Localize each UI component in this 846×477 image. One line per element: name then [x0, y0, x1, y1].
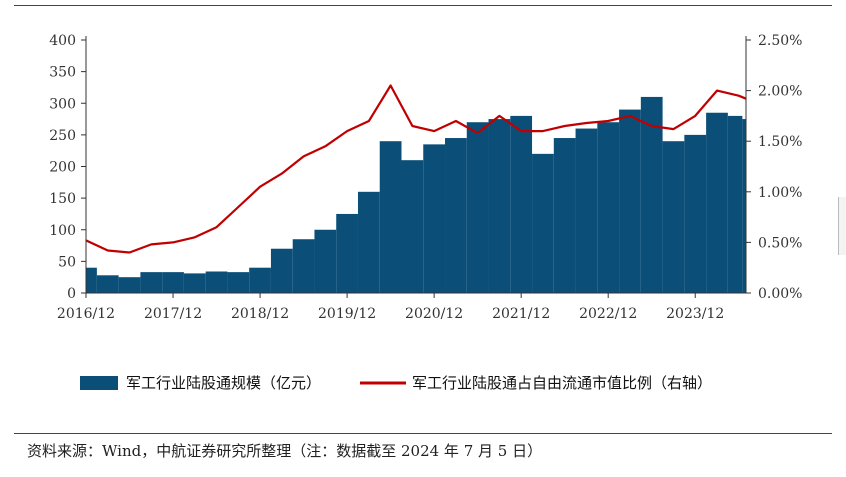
bar-mark — [401, 160, 423, 293]
x-tick-label: 2023/12 — [666, 306, 724, 322]
y2-tick-label: 1.50% — [758, 134, 802, 150]
y2-tick-label: 0.50% — [758, 235, 802, 251]
y-tick-label: 400 — [49, 33, 76, 49]
bar-mark — [742, 119, 746, 293]
y-tick-label: 150 — [49, 191, 76, 207]
x-tick-label: 2021/12 — [492, 306, 550, 322]
bar-mark — [97, 275, 119, 293]
x-tick-label: 2018/12 — [231, 306, 289, 322]
bar-mark — [380, 141, 402, 293]
bar-mark — [467, 122, 489, 293]
y2-tick-label: 1.00% — [758, 185, 802, 201]
bar-mark — [249, 268, 271, 293]
bar-mark — [510, 116, 532, 293]
bar-mark — [227, 272, 249, 293]
source-note: 资料来源：Wind，中航证券研究所整理（注：数据截至 2024 年 7 月 5 … — [27, 440, 542, 461]
bar-mark — [554, 138, 576, 293]
y-tick-label: 0 — [67, 286, 76, 302]
bar-mark — [184, 273, 206, 293]
bar-mark — [423, 144, 445, 293]
bar-mark — [706, 113, 728, 293]
bar-mark — [445, 138, 467, 293]
bar-mark — [576, 129, 598, 293]
y-tick-label: 200 — [49, 160, 76, 176]
y-tick-label: 300 — [49, 96, 76, 112]
bar-mark — [119, 277, 141, 293]
bar-mark — [336, 214, 358, 293]
y2-tick-label: 2.00% — [758, 84, 802, 100]
y-tick-label: 350 — [49, 65, 76, 81]
bar-mark — [597, 122, 619, 293]
bar-mark — [206, 271, 228, 293]
bar-mark — [358, 192, 380, 293]
y-tick-label: 100 — [49, 223, 76, 239]
legend-swatch-bar — [80, 376, 118, 390]
legend: 军工行业陆股通规模（亿元） 军工行业陆股通占自由流通市值比例（右轴） — [80, 374, 712, 392]
bottom-rule — [14, 433, 832, 434]
legend-label-bar: 军工行业陆股通规模（亿元） — [126, 374, 321, 392]
bar-mark — [271, 249, 293, 293]
legend-label-line: 军工行业陆股通占自由流通市值比例（右轴） — [412, 374, 712, 392]
bar-mark — [293, 239, 315, 293]
x-tick-label: 2017/12 — [144, 306, 202, 322]
x-tick-label: 2020/12 — [405, 306, 463, 322]
x-tick-label: 2016/12 — [57, 306, 115, 322]
bar-mark — [684, 135, 706, 293]
bar-mark — [314, 230, 336, 293]
bar-mark — [663, 141, 685, 293]
bar-mark — [162, 272, 184, 293]
y-tick-label: 250 — [49, 128, 76, 144]
bar-mark — [619, 110, 641, 293]
x-tick-label: 2022/12 — [579, 306, 637, 322]
y2-tick-label: 2.50% — [758, 33, 802, 49]
x-tick-label: 2019/12 — [318, 306, 376, 322]
bar-mark — [140, 272, 162, 293]
bar-mark — [489, 119, 511, 293]
y-tick-label: 50 — [58, 254, 76, 270]
bar-mark — [532, 154, 554, 293]
bar-mark — [86, 268, 97, 293]
y2-tick-label: 0.00% — [758, 286, 802, 302]
bar-mark — [728, 116, 743, 293]
